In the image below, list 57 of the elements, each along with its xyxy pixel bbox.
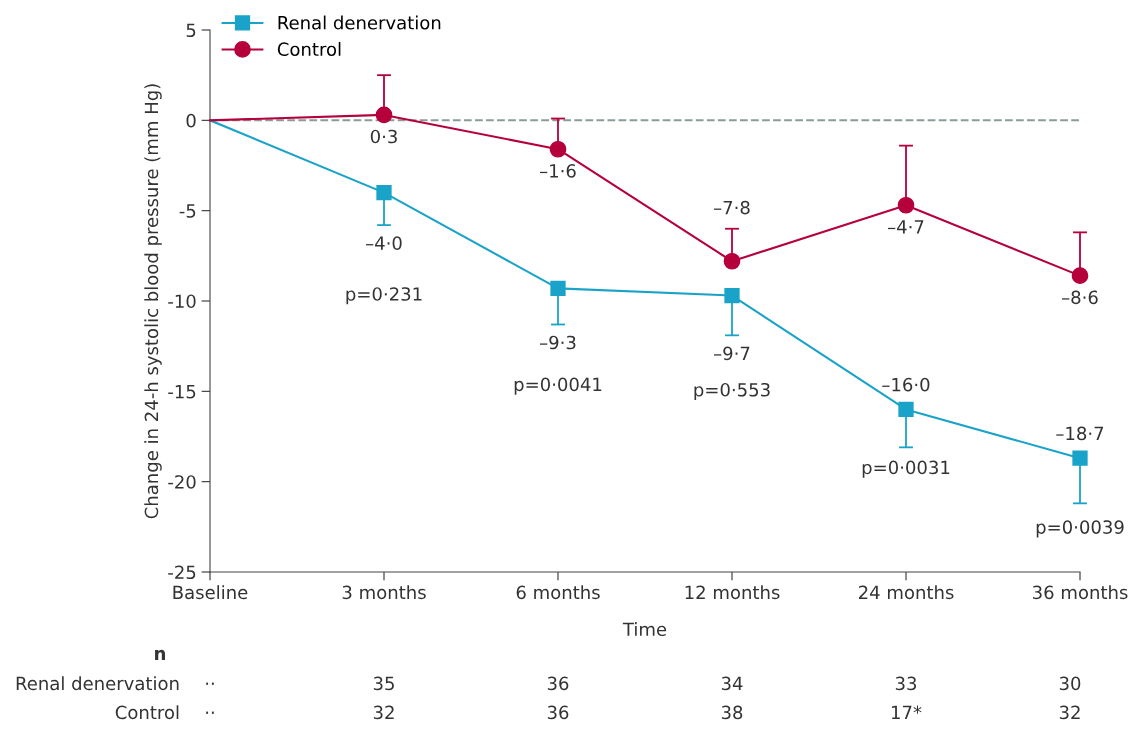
- y-tick-label: -20: [168, 475, 196, 489]
- point: [723, 252, 741, 270]
- text: 38: [721, 705, 743, 720]
- point: [724, 287, 740, 304]
- data-label: –4·0: [366, 236, 402, 250]
- data-label: –7·8: [714, 200, 750, 215]
- point: [897, 196, 915, 214]
- x-tick-label: 24 months: [858, 585, 954, 600]
- x-tick-label: 6 months: [516, 585, 600, 600]
- text: 36: [547, 676, 569, 691]
- y-axis-title: Change in 24-h systolic blood pressure (mm Hg): [144, 84, 162, 519]
- y-tick-label: -25: [168, 565, 196, 580]
- text: ··: [206, 711, 214, 714]
- x-tick-label: 12 months: [685, 585, 780, 600]
- annotation: p=0·0039: [1036, 520, 1124, 538]
- annotation: p=0·0031: [862, 460, 950, 478]
- data-label: –9·7: [714, 346, 750, 361]
- x-tick-label: 36 months: [1033, 585, 1128, 600]
- text: Control: [115, 705, 179, 720]
- x-tick-label: 3 months: [342, 585, 426, 600]
- text: Renal denervation: [16, 676, 179, 691]
- text: 36: [547, 705, 569, 720]
- y-tick-label: -10: [168, 294, 196, 309]
- x-tick-label: Baseline: [173, 585, 248, 600]
- text: ··: [206, 682, 214, 685]
- data-label: –1·6: [540, 164, 576, 178]
- y-tick-label: -15: [168, 385, 196, 399]
- point: [898, 401, 914, 418]
- data-label: –8·6: [1062, 290, 1098, 305]
- text: 35: [373, 676, 394, 691]
- legend-label: Control: [277, 42, 341, 57]
- y-tick-label: 0: [186, 113, 196, 128]
- point: [375, 106, 393, 124]
- data-label: –16·0: [882, 377, 930, 392]
- y-tick-label: -5: [179, 204, 196, 218]
- text: 34: [721, 676, 743, 691]
- annotation: p=0·231: [346, 287, 422, 305]
- x-axis-title: Time: [622, 622, 667, 637]
- point: [1071, 267, 1089, 285]
- data-label: 0·3: [370, 129, 397, 144]
- legend-label: Renal denervation: [278, 15, 441, 30]
- data-label: –4·7: [888, 220, 924, 234]
- point: [549, 140, 567, 158]
- text: 17*: [891, 705, 922, 719]
- data-label: –18·7: [1056, 426, 1104, 441]
- point: [376, 184, 392, 201]
- annotation: p=0·553: [694, 382, 770, 401]
- text: 32: [1059, 705, 1080, 720]
- point: [550, 280, 566, 296]
- text: 33: [895, 676, 917, 691]
- data-label: –9·3: [540, 335, 576, 350]
- text: 30: [1059, 676, 1081, 691]
- text: 32: [373, 705, 394, 720]
- y-tick-label: 5: [186, 23, 196, 38]
- point: [1072, 450, 1088, 466]
- text: n: [155, 649, 166, 660]
- annotation: p=0·0041: [514, 377, 602, 395]
